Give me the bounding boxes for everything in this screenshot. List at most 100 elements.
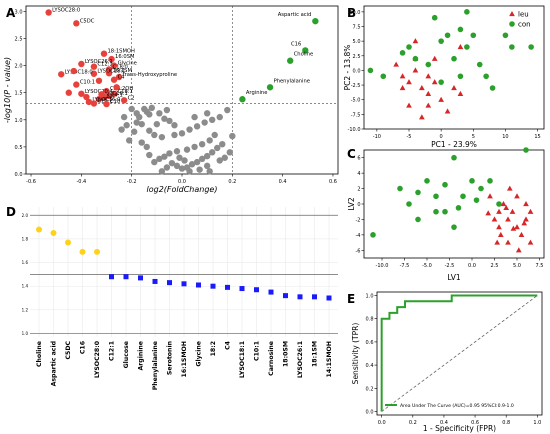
y-tick-label: 1.6: [22, 260, 29, 265]
leu-point: [457, 90, 464, 96]
x-tick-label: -2.5: [445, 263, 455, 269]
down-point: [110, 76, 118, 83]
volcano-frame: [25, 5, 339, 175]
x-axis-label: PC1 - 23.9%: [431, 140, 477, 149]
ns-point: [173, 162, 181, 170]
importance-point: [109, 274, 114, 280]
ns-point: [188, 161, 196, 168]
point-label: Phenylalanine: [274, 78, 310, 84]
y-tick-label: 0.2: [366, 386, 374, 392]
leu-point: [496, 208, 502, 214]
legend-marker: [509, 11, 515, 17]
category-label: C4: [225, 340, 232, 350]
y-tick-label: 4: [357, 171, 360, 177]
point-label: C2: [128, 95, 135, 101]
ns-point: [193, 158, 201, 166]
leu-point: [497, 231, 504, 237]
point-label: trans-Hydroxyproline: [123, 72, 178, 78]
ns-point: [158, 168, 166, 175]
category-label: C10:1: [254, 341, 261, 361]
con-point: [496, 201, 502, 207]
ns-point: [138, 139, 145, 146]
leu-point: [505, 216, 511, 222]
category-label: Phenylalanine: [152, 341, 159, 390]
y-tick-label: 1.5: [15, 91, 23, 97]
importance-point: [254, 287, 259, 293]
ns-point: [224, 106, 231, 114]
leu-point: [491, 216, 498, 222]
y-tick-label: 2.5: [353, 54, 361, 60]
down-point: [105, 70, 113, 77]
down-point: [83, 93, 90, 101]
x-tick-label: 0.0: [468, 263, 476, 269]
con-point: [438, 79, 444, 85]
ns-point: [206, 137, 213, 144]
pca-frame: [363, 5, 545, 130]
ns-point: [193, 123, 201, 130]
y-tick-label: -10.0: [348, 127, 361, 133]
leu-point: [438, 96, 444, 102]
con-point: [483, 73, 489, 80]
panel-label-c: C: [347, 147, 356, 161]
legend-label: leu: [518, 11, 529, 19]
y-tick-label: 1.8: [22, 236, 29, 241]
importance-point: [123, 274, 129, 280]
diagonal-line: [381, 295, 538, 412]
y-tick-label: 0.5: [15, 145, 23, 151]
leu-point: [518, 231, 525, 237]
ns-point: [146, 127, 153, 134]
category-label: 14:1SMOH: [326, 341, 333, 377]
importance-point: [312, 294, 317, 300]
leu-point: [521, 220, 528, 226]
importance-point: [50, 230, 57, 236]
pca-plot: -10 -5 0 5 10 15 -10.0 -7.5 -5.0 -2.5 0.0 2.5 5.0 7.5…: [343, 5, 545, 149]
con-point: [470, 32, 477, 39]
category-label: Carnosine: [268, 341, 275, 376]
y-tick-label: -7.5: [351, 112, 361, 118]
x-tick-label: -10.0: [376, 263, 389, 269]
up-point: [302, 47, 309, 54]
up-point: [239, 96, 246, 103]
down-point: [65, 89, 72, 96]
leu-point: [451, 85, 457, 91]
ns-point: [148, 104, 156, 112]
point-label: LYSOC20:4: [85, 89, 114, 95]
con-point: [509, 44, 515, 50]
ns-point: [178, 165, 186, 172]
ns-point: [196, 166, 203, 173]
ns-point: [178, 130, 186, 137]
x-tick-label: -0.2: [127, 179, 137, 185]
down-point: [70, 67, 78, 75]
down-point: [110, 90, 118, 97]
x-tick-label: -0.6: [26, 179, 36, 185]
y-tick-label: 1.2: [22, 307, 29, 312]
leu-point: [503, 204, 510, 210]
ns-point: [216, 113, 223, 121]
importance-point: [283, 293, 288, 299]
importance-point: [196, 282, 201, 288]
y-tick-label: 0: [357, 202, 360, 208]
leu-point: [425, 102, 432, 108]
ns-point: [211, 131, 218, 139]
point-label: C12: [102, 94, 112, 100]
ns-point: [156, 110, 163, 117]
ns-point: [141, 105, 148, 113]
ns-point: [208, 149, 216, 156]
con-point: [399, 50, 406, 56]
x-tick-label: 15: [534, 134, 540, 140]
importance-point: [181, 281, 187, 287]
con-point: [415, 189, 421, 196]
importance-point: [167, 280, 172, 286]
ns-point: [143, 143, 150, 151]
point-label: C5DC: [80, 18, 95, 24]
panel-label-d: D: [6, 205, 16, 219]
down-point: [78, 90, 85, 97]
category-label: 18:0SM: [283, 341, 290, 367]
ns-point: [146, 111, 153, 118]
roc-plot: 0.0 0.2 0.4 0.6 0.8 1.0 0.0 0.2 0.4 0.6 0.8 1.0 Area…: [351, 291, 543, 433]
x-tick-label: 0.4: [440, 420, 448, 426]
con-point: [367, 67, 374, 74]
y-tick-label: 3.0: [15, 9, 23, 15]
point-label: C14:1: [108, 93, 123, 99]
y-tick-label: 7.5: [353, 25, 361, 31]
